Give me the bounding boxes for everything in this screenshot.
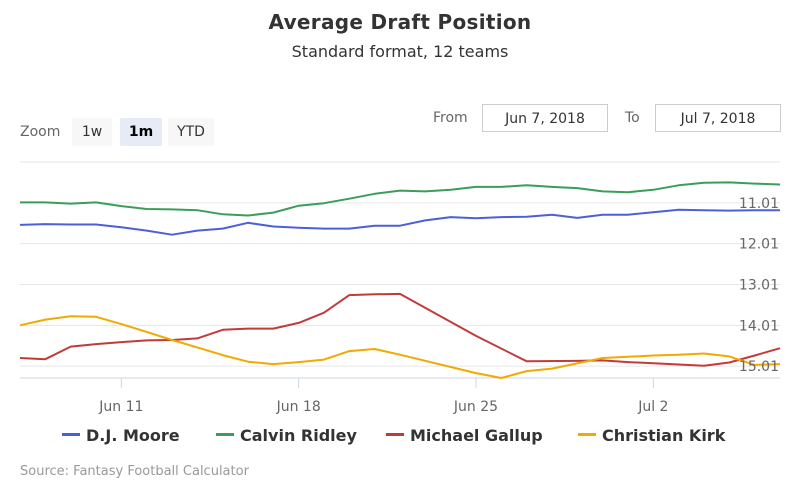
legend-label: Calvin Ridley <box>240 426 357 445</box>
range-to-input[interactable]: Jul 7, 2018 <box>655 104 781 132</box>
range-from-input[interactable]: Jun 7, 2018 <box>482 104 608 132</box>
legend-label: Christian Kirk <box>602 426 726 445</box>
legend-item[interactable]: Calvin Ridley <box>216 426 357 445</box>
series-line-calvin-ridley[interactable] <box>20 181 781 217</box>
legend-swatch <box>386 433 404 436</box>
zoom-1m-button[interactable]: 1m <box>120 118 162 146</box>
chart-subtitle: Standard format, 12 teams <box>291 42 509 61</box>
y-tick-labels: 11.01 12.01 13.01 14.01 15.01 <box>739 196 779 375</box>
x-tick-labels: Jun 11 Jun 18 Jun 25 Jul 2 <box>98 378 668 415</box>
x-tick-label: Jun 25 <box>453 399 498 415</box>
y-tick-label: 13.01 <box>739 277 779 293</box>
zoom-1w-button[interactable]: 1w <box>72 118 112 146</box>
legend-item[interactable]: Michael Gallup <box>386 426 543 445</box>
y-tick-label: 11.01 <box>739 196 779 212</box>
series-line-christian-kirk[interactable] <box>19 315 781 379</box>
x-tick-label: Jun 11 <box>98 399 143 415</box>
series-line-d-j-moore[interactable] <box>19 208 780 236</box>
zoom-label: Zoom <box>20 124 61 140</box>
grid-lines <box>20 161 780 379</box>
legend-swatch <box>62 433 80 436</box>
legend-item[interactable]: Christian Kirk <box>578 426 725 445</box>
range-to-label: To <box>625 110 640 126</box>
chart-title: Average Draft Position <box>268 10 532 34</box>
range-from-label: From <box>433 110 468 126</box>
x-tick-label: Jul 2 <box>637 399 668 415</box>
series-lines <box>19 181 781 379</box>
zoom-ytd-button[interactable]: YTD <box>168 118 214 146</box>
legend-swatch <box>578 433 596 436</box>
x-tick-label: Jun 18 <box>276 399 321 415</box>
y-tick-label: 12.01 <box>739 237 779 253</box>
legend-item[interactable]: D.J. Moore <box>62 426 180 445</box>
legend-label: D.J. Moore <box>86 426 180 445</box>
y-tick-label: 14.01 <box>739 318 779 334</box>
legend-swatch <box>216 433 234 436</box>
y-tick-label: 15.01 <box>739 359 779 375</box>
source-credit: Source: Fantasy Football Calculator <box>20 464 249 479</box>
legend-label: Michael Gallup <box>410 426 543 445</box>
series-line-michael-gallup[interactable] <box>19 292 781 367</box>
